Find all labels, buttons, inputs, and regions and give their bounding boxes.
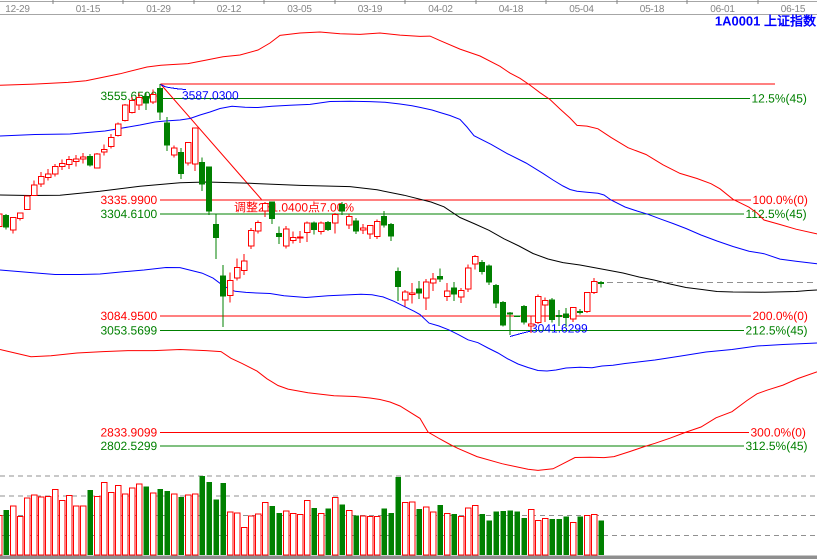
- svg-text:3335.9900: 3335.9900: [101, 193, 158, 207]
- svg-text:3084.9500: 3084.9500: [101, 309, 158, 323]
- svg-text:04-02: 04-02: [428, 4, 453, 15]
- svg-text:06-01: 06-01: [710, 4, 735, 15]
- svg-text:3304.6100: 3304.6100: [101, 207, 158, 221]
- svg-text:300.0%(0): 300.0%(0): [751, 426, 806, 440]
- svg-text:3053.5699: 3053.5699: [101, 323, 158, 337]
- svg-text:03-19: 03-19: [358, 4, 383, 15]
- svg-text:3587.0300: 3587.0300: [182, 89, 239, 103]
- svg-text:212.5%(45): 212.5%(45): [746, 323, 808, 337]
- svg-text:调整251.0400点7.00%: 调整251.0400点7.00%: [234, 201, 354, 215]
- svg-text:2802.5299: 2802.5299: [101, 439, 158, 453]
- svg-text:06-15: 06-15: [781, 4, 806, 15]
- svg-text:03-05: 03-05: [287, 4, 312, 15]
- svg-text:200.0%(0): 200.0%(0): [753, 309, 808, 323]
- svg-text:312.5%(45): 312.5%(45): [746, 439, 808, 453]
- svg-text:01-29: 01-29: [146, 4, 171, 15]
- svg-text:04-18: 04-18: [499, 4, 524, 15]
- svg-text:12-29: 12-29: [5, 4, 30, 15]
- svg-text:1A0001 上证指数: 1A0001 上证指数: [715, 14, 817, 29]
- svg-text:100.0%(0): 100.0%(0): [753, 193, 808, 207]
- svg-text:02-12: 02-12: [217, 4, 242, 15]
- svg-text:05-18: 05-18: [640, 4, 665, 15]
- svg-text:2833.9099: 2833.9099: [101, 426, 158, 440]
- svg-text:112.5%(45): 112.5%(45): [746, 207, 807, 221]
- svg-text:01-15: 01-15: [76, 4, 101, 15]
- svg-text:3041.6299: 3041.6299: [531, 322, 588, 336]
- svg-text:05-04: 05-04: [569, 4, 594, 15]
- svg-text:12.5%(45): 12.5%(45): [752, 92, 807, 106]
